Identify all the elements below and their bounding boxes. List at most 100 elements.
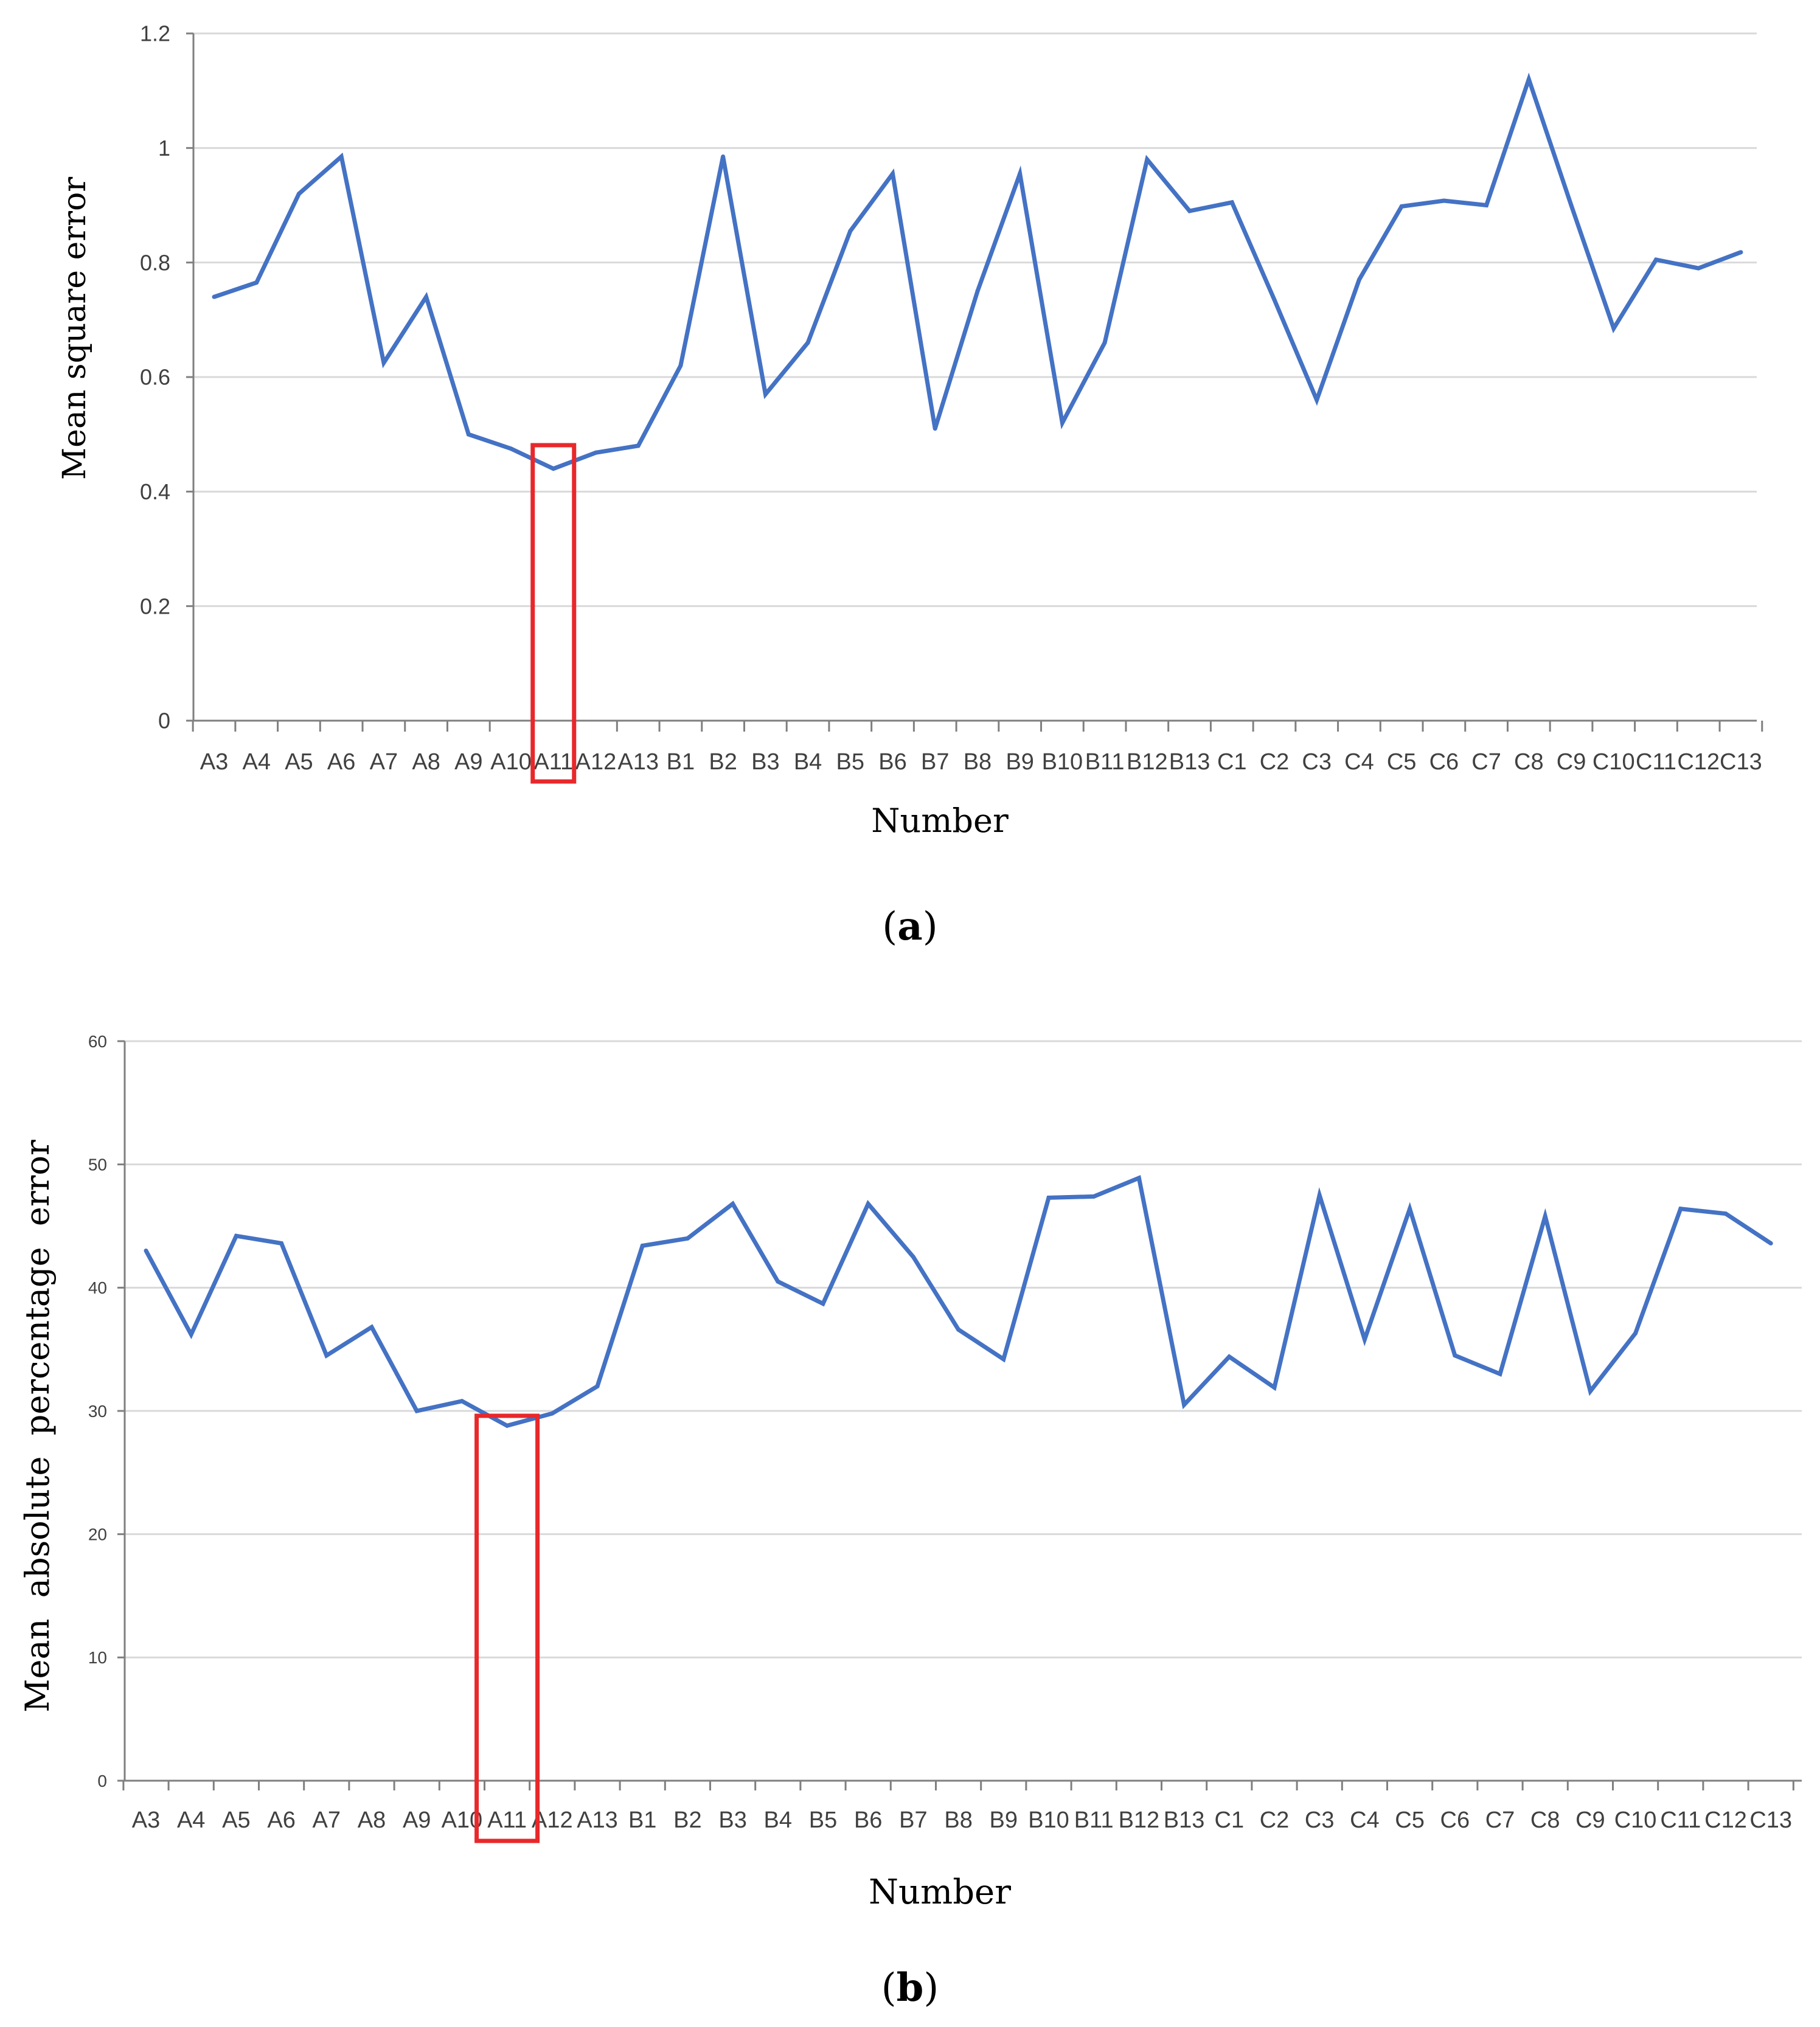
chart-b-x-tick-label: C8 [1530, 1807, 1560, 1833]
chart-a-x-tick-label: A9 [454, 749, 482, 775]
chart-a-x-tick-label: C4 [1344, 749, 1374, 775]
chart-a-data-point [1738, 250, 1743, 255]
chart-a-y-tick-label: 0.4 [140, 479, 170, 504]
chart-b-data-point [1768, 1241, 1773, 1246]
chart-a-x-axis-title: Number [871, 802, 1009, 840]
chart-a-x-tick-label: C11 [1636, 749, 1676, 775]
chart-b-x-tick-label: B6 [854, 1807, 882, 1833]
chart-a-x-tick-label: A6 [327, 749, 355, 775]
chart-a-data-point [1102, 341, 1107, 345]
chart-a-x-tick-label: B5 [836, 749, 864, 775]
chart-b-x-tick-label: C10 [1614, 1807, 1657, 1833]
chart-a-data-point [763, 392, 768, 397]
chart-a-x-tick-label: C2 [1260, 749, 1290, 775]
chart-a-data-point [848, 229, 853, 234]
chart-b-data-point [731, 1202, 735, 1207]
chart-a-data-point [1442, 198, 1447, 203]
chart-b-data-point [414, 1409, 419, 1413]
chart-b-data-point [1723, 1211, 1728, 1216]
chart-b-x-tick-label: C11 [1660, 1807, 1701, 1833]
chart-a-x-tick-label: A5 [285, 749, 313, 775]
chart-a-data-point [212, 294, 217, 299]
chart-a-data-point [1399, 204, 1404, 209]
chart-a-x-tick-label: C1 [1217, 749, 1247, 775]
chart-a-data-point [805, 341, 810, 345]
chart-b-data-point [866, 1202, 870, 1207]
chart-a-y-ticks: 0 0.2 0.4 0.6 0.8 1 1.2 [140, 21, 193, 733]
chart-a-x-tick-label: B3 [751, 749, 779, 775]
chart-b-y-tick-label: 20 [88, 1525, 107, 1544]
chart-b-x-tick-label: C9 [1575, 1807, 1605, 1833]
chart-a-x-tick-label: C10 [1592, 749, 1635, 775]
chart-a-x-ticks: A3 A4 A5 A6 A7 A8 A9 A10 A11 A12 A13 B1 B2 B3 B4 B5 B6 B7… [192, 721, 1763, 775]
chart-a-y-tick-label: 1 [158, 136, 170, 161]
chart-b-x-tick-label: B4 [764, 1807, 792, 1833]
chart-b-x-tick-label: A5 [222, 1807, 250, 1833]
chart-b-data-point [1453, 1353, 1457, 1358]
chart-b-x-tick-label: B5 [809, 1807, 837, 1833]
chart-a-x-tick-label: C7 [1471, 749, 1501, 775]
chart-b-y-tick-label: 30 [88, 1402, 107, 1421]
chart-b-x-tick-label: B8 [944, 1807, 972, 1833]
chart-b-y-ticks: 0 10 20 30 40 50 60 [88, 1032, 125, 1790]
chart-a-x-tick-label: B8 [964, 749, 992, 775]
chart-a-data-point [424, 294, 429, 299]
chart-a-series [212, 72, 1743, 471]
chart-b-y-tick-label: 40 [88, 1278, 107, 1297]
chart-b-x-tick-label: C4 [1350, 1807, 1380, 1833]
chart-a-data-point [1653, 257, 1658, 262]
chart-a-y-tick-label: 1.2 [140, 21, 170, 46]
chart-b-data-point [234, 1233, 238, 1238]
chart-a-y-tick-label: 0.6 [140, 365, 170, 390]
chart-b-panel-letter: b [897, 1965, 924, 2011]
chart-a-gridlines [193, 32, 1757, 608]
chart-a-x-tick-label: A13 [617, 749, 659, 775]
chart-b-data-point [1227, 1354, 1232, 1359]
chart-b-data-point [1408, 1207, 1412, 1211]
chart-b-x-tick-label: C5 [1395, 1807, 1425, 1833]
chart-a-data-point [891, 172, 895, 176]
chart-a-x-tick-label: B12 [1127, 749, 1168, 775]
chart-a-x-tick-label: B2 [709, 749, 737, 775]
chart-b-x-tick-label: C12 [1704, 1807, 1747, 1833]
chart-a-x-tick-label: C9 [1557, 749, 1586, 775]
chart-b-x-tick-label: C1 [1215, 1807, 1245, 1833]
chart-b-x-tick-label: A7 [313, 1807, 341, 1833]
chart-b-x-tick-label: B10 [1028, 1807, 1069, 1833]
chart-a-x-tick-label: C3 [1302, 749, 1332, 775]
chart-b-data-point [324, 1353, 329, 1358]
chart-a-data-point [1526, 77, 1531, 81]
chart-b-y-tick-label: 50 [88, 1155, 107, 1174]
chart-a-x-tick-label: B9 [1006, 749, 1033, 775]
chart-a: 00.20.40.60.811.2 A3 A4 A5 A6 A7 A8 A9 A10 A11 A1… [57, 21, 1763, 949]
chart-b-x-tick-label: A6 [267, 1807, 295, 1833]
chart-b-data-point [595, 1384, 600, 1388]
chart-b-data-point [776, 1279, 780, 1284]
chart-a-data-point [551, 466, 556, 471]
chart-b-y-tick-label: 60 [88, 1032, 107, 1051]
chart-b-x-tick-label: A13 [577, 1807, 618, 1833]
chart-a-data-point [933, 426, 937, 431]
chart-a-data-point [1145, 157, 1150, 162]
chart-a-x-tick-label: B13 [1169, 749, 1210, 775]
chart-b-x-tick-label: C6 [1440, 1807, 1470, 1833]
chart-b-data-point [1046, 1195, 1051, 1200]
chart-a-data-point [975, 289, 980, 294]
chart-b-data-point [1136, 1176, 1141, 1180]
chart-a-x-tick-label: B7 [921, 749, 949, 775]
chart-b-data-point [279, 1241, 284, 1246]
chart-b-data-point [685, 1236, 690, 1241]
chart-a-x-tick-label: B6 [878, 749, 906, 775]
chart-b-data-point [459, 1399, 464, 1404]
chart-a-x-tick-label: B4 [794, 749, 822, 775]
chart-b-data-point [144, 1249, 148, 1253]
chart-a-x-tick-label: A12 [575, 749, 617, 775]
chart-b-data-point [369, 1325, 374, 1329]
chart-b-x-tick-label: B7 [899, 1807, 927, 1833]
chart-a-highlight-box [530, 443, 577, 784]
chart-b-data-point [1091, 1194, 1096, 1199]
chart-b-panel-label: (b) [881, 1965, 939, 2011]
chart-b-data-point [956, 1327, 961, 1332]
